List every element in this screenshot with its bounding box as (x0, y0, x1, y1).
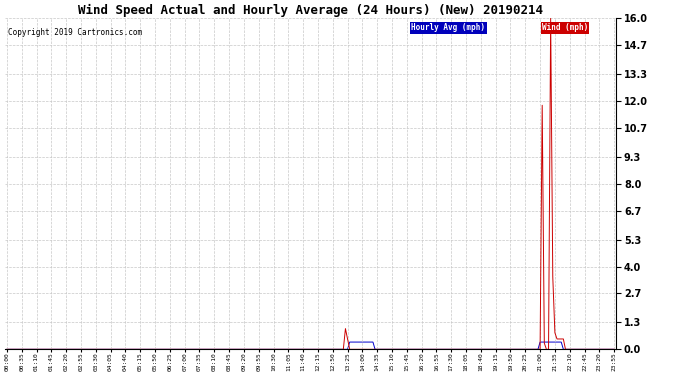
Text: Wind (mph): Wind (mph) (542, 23, 588, 32)
Text: Hourly Avg (mph): Hourly Avg (mph) (411, 23, 486, 32)
Text: Copyright 2019 Cartronics.com: Copyright 2019 Cartronics.com (8, 28, 142, 38)
Title: Wind Speed Actual and Hourly Average (24 Hours) (New) 20190214: Wind Speed Actual and Hourly Average (24… (78, 4, 543, 17)
